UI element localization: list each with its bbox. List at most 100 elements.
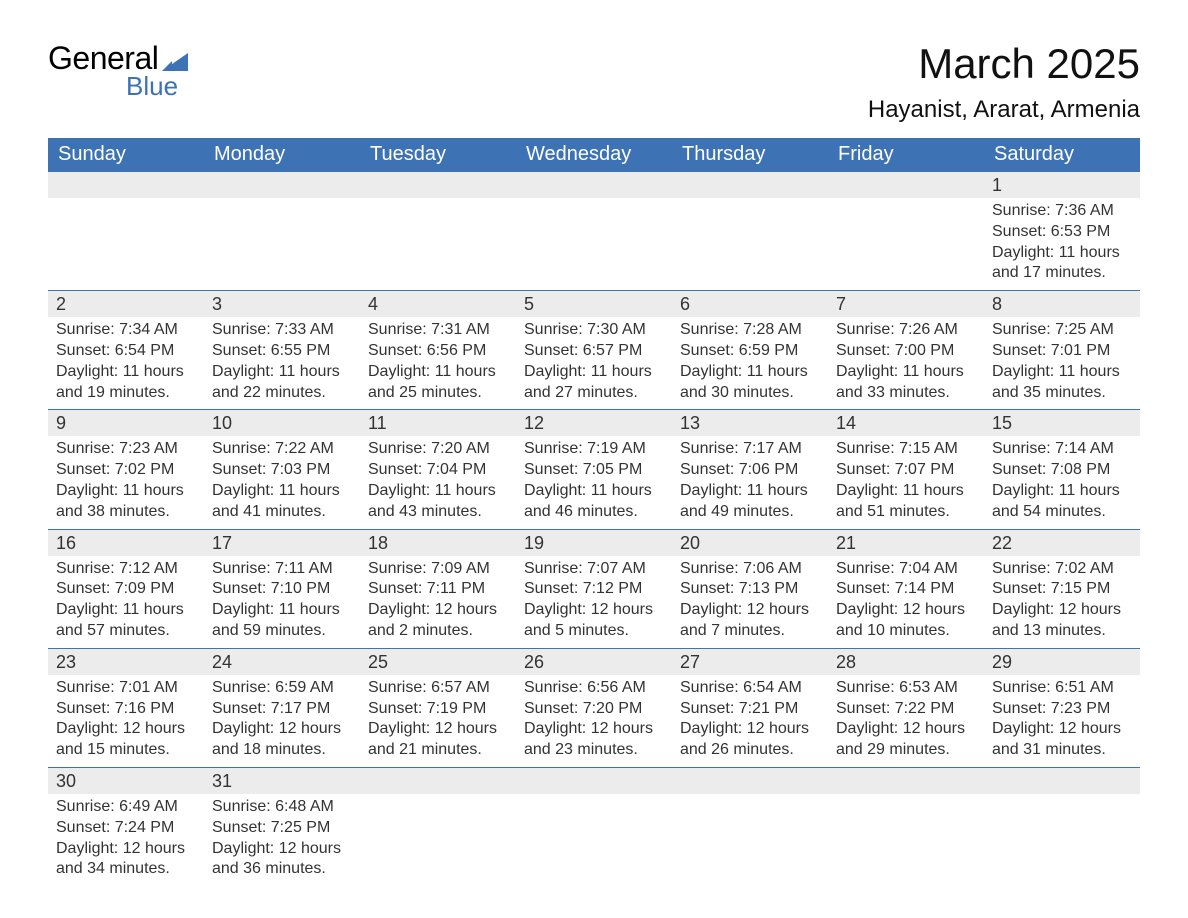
weekday-header: Sunday (48, 138, 204, 171)
day-sunrise: Sunrise: 7:15 AM (836, 439, 976, 460)
calendar-week-row: 1Sunrise: 7:36 AMSunset: 6:53 PMDaylight… (48, 171, 1140, 290)
day-number-bar (672, 767, 828, 794)
day-daylight2: and 38 minutes. (56, 502, 196, 523)
day-sunrise: Sunrise: 6:48 AM (212, 797, 352, 818)
day-body: Sunrise: 7:34 AMSunset: 6:54 PMDaylight:… (48, 317, 204, 409)
day-daylight2: and 46 minutes. (524, 502, 664, 523)
day-number-bar (672, 171, 828, 198)
day-sunrise: Sunrise: 6:49 AM (56, 797, 196, 818)
day-number-bar (360, 767, 516, 794)
day-body: Sunrise: 7:12 AMSunset: 7:09 PMDaylight:… (48, 556, 204, 648)
day-sunrise: Sunrise: 7:30 AM (524, 320, 664, 341)
calendar-day-cell: 3Sunrise: 7:33 AMSunset: 6:55 PMDaylight… (204, 290, 360, 409)
day-body: Sunrise: 7:17 AMSunset: 7:06 PMDaylight:… (672, 436, 828, 528)
day-body: Sunrise: 6:57 AMSunset: 7:19 PMDaylight:… (360, 675, 516, 767)
day-daylight2: and 43 minutes. (368, 502, 508, 523)
day-daylight1: Daylight: 11 hours (836, 481, 976, 502)
day-sunrise: Sunrise: 7:07 AM (524, 559, 664, 580)
day-body: Sunrise: 7:22 AMSunset: 7:03 PMDaylight:… (204, 436, 360, 528)
day-sunset: Sunset: 7:02 PM (56, 460, 196, 481)
day-sunrise: Sunrise: 7:20 AM (368, 439, 508, 460)
day-sunset: Sunset: 7:03 PM (212, 460, 352, 481)
day-number-bar: 2 (48, 290, 204, 317)
day-number-bar: 17 (204, 529, 360, 556)
brand-logo: General Blue (48, 40, 188, 102)
day-daylight2: and 25 minutes. (368, 383, 508, 404)
day-sunset: Sunset: 6:57 PM (524, 341, 664, 362)
day-body: Sunrise: 7:15 AMSunset: 7:07 PMDaylight:… (828, 436, 984, 528)
day-body (672, 198, 828, 282)
day-sunset: Sunset: 7:14 PM (836, 579, 976, 600)
page-header: General Blue March 2025 Hayanist, Ararat… (48, 40, 1140, 124)
day-daylight1: Daylight: 12 hours (680, 600, 820, 621)
day-number-bar: 16 (48, 529, 204, 556)
calendar-day-cell: 13Sunrise: 7:17 AMSunset: 7:06 PMDayligh… (672, 409, 828, 528)
day-daylight1: Daylight: 12 hours (56, 719, 196, 740)
day-body: Sunrise: 7:01 AMSunset: 7:16 PMDaylight:… (48, 675, 204, 767)
day-number-bar: 9 (48, 409, 204, 436)
day-daylight1: Daylight: 12 hours (836, 600, 976, 621)
day-daylight1: Daylight: 11 hours (56, 600, 196, 621)
calendar-day-cell: 7Sunrise: 7:26 AMSunset: 7:00 PMDaylight… (828, 290, 984, 409)
day-body: Sunrise: 7:14 AMSunset: 7:08 PMDaylight:… (984, 436, 1140, 528)
calendar-day-cell: 8Sunrise: 7:25 AMSunset: 7:01 PMDaylight… (984, 290, 1140, 409)
day-daylight1: Daylight: 12 hours (56, 839, 196, 860)
day-sunrise: Sunrise: 6:51 AM (992, 678, 1132, 699)
calendar-day-cell: 30Sunrise: 6:49 AMSunset: 7:24 PMDayligh… (48, 767, 204, 886)
day-daylight1: Daylight: 12 hours (368, 719, 508, 740)
brand-sail-icon (162, 53, 188, 71)
day-body: Sunrise: 7:11 AMSunset: 7:10 PMDaylight:… (204, 556, 360, 648)
day-sunrise: Sunrise: 7:36 AM (992, 201, 1132, 222)
day-number-bar: 28 (828, 648, 984, 675)
day-daylight1: Daylight: 12 hours (680, 719, 820, 740)
day-daylight1: Daylight: 11 hours (368, 362, 508, 383)
calendar-day-cell: 10Sunrise: 7:22 AMSunset: 7:03 PMDayligh… (204, 409, 360, 528)
day-daylight2: and 36 minutes. (212, 859, 352, 880)
day-sunset: Sunset: 7:21 PM (680, 699, 820, 720)
day-sunrise: Sunrise: 7:28 AM (680, 320, 820, 341)
calendar-day-cell: 23Sunrise: 7:01 AMSunset: 7:16 PMDayligh… (48, 648, 204, 767)
day-body: Sunrise: 7:07 AMSunset: 7:12 PMDaylight:… (516, 556, 672, 648)
day-body: Sunrise: 6:48 AMSunset: 7:25 PMDaylight:… (204, 794, 360, 886)
day-daylight2: and 30 minutes. (680, 383, 820, 404)
calendar-day-cell (828, 171, 984, 290)
day-sunrise: Sunrise: 7:12 AM (56, 559, 196, 580)
calendar-day-cell (360, 171, 516, 290)
day-body: Sunrise: 7:33 AMSunset: 6:55 PMDaylight:… (204, 317, 360, 409)
day-daylight1: Daylight: 12 hours (992, 719, 1132, 740)
day-sunset: Sunset: 7:08 PM (992, 460, 1132, 481)
day-daylight1: Daylight: 11 hours (992, 243, 1132, 264)
calendar-day-cell: 12Sunrise: 7:19 AMSunset: 7:05 PMDayligh… (516, 409, 672, 528)
brand-name-part2: Blue (126, 71, 178, 102)
day-number-bar: 22 (984, 529, 1140, 556)
calendar-week-row: 30Sunrise: 6:49 AMSunset: 7:24 PMDayligh… (48, 767, 1140, 886)
day-sunset: Sunset: 7:22 PM (836, 699, 976, 720)
day-daylight1: Daylight: 12 hours (368, 600, 508, 621)
day-daylight2: and 57 minutes. (56, 621, 196, 642)
day-daylight1: Daylight: 12 hours (524, 719, 664, 740)
day-sunset: Sunset: 7:13 PM (680, 579, 820, 600)
calendar-day-cell: 22Sunrise: 7:02 AMSunset: 7:15 PMDayligh… (984, 529, 1140, 648)
day-number-bar: 10 (204, 409, 360, 436)
calendar-day-cell: 27Sunrise: 6:54 AMSunset: 7:21 PMDayligh… (672, 648, 828, 767)
day-daylight1: Daylight: 11 hours (212, 362, 352, 383)
day-number-bar: 30 (48, 767, 204, 794)
day-daylight2: and 35 minutes. (992, 383, 1132, 404)
day-daylight2: and 27 minutes. (524, 383, 664, 404)
day-body (204, 198, 360, 282)
day-daylight1: Daylight: 11 hours (212, 600, 352, 621)
calendar-day-cell (516, 767, 672, 886)
day-number-bar (516, 171, 672, 198)
day-sunrise: Sunrise: 7:01 AM (56, 678, 196, 699)
day-number-bar (828, 171, 984, 198)
day-number-bar: 24 (204, 648, 360, 675)
page-title: March 2025 (868, 40, 1140, 88)
weekday-header: Wednesday (516, 138, 672, 171)
calendar-day-cell: 5Sunrise: 7:30 AMSunset: 6:57 PMDaylight… (516, 290, 672, 409)
day-body: Sunrise: 7:25 AMSunset: 7:01 PMDaylight:… (984, 317, 1140, 409)
day-number-bar: 31 (204, 767, 360, 794)
day-daylight1: Daylight: 11 hours (680, 481, 820, 502)
day-daylight1: Daylight: 12 hours (992, 600, 1132, 621)
day-daylight1: Daylight: 11 hours (992, 481, 1132, 502)
day-sunrise: Sunrise: 7:19 AM (524, 439, 664, 460)
